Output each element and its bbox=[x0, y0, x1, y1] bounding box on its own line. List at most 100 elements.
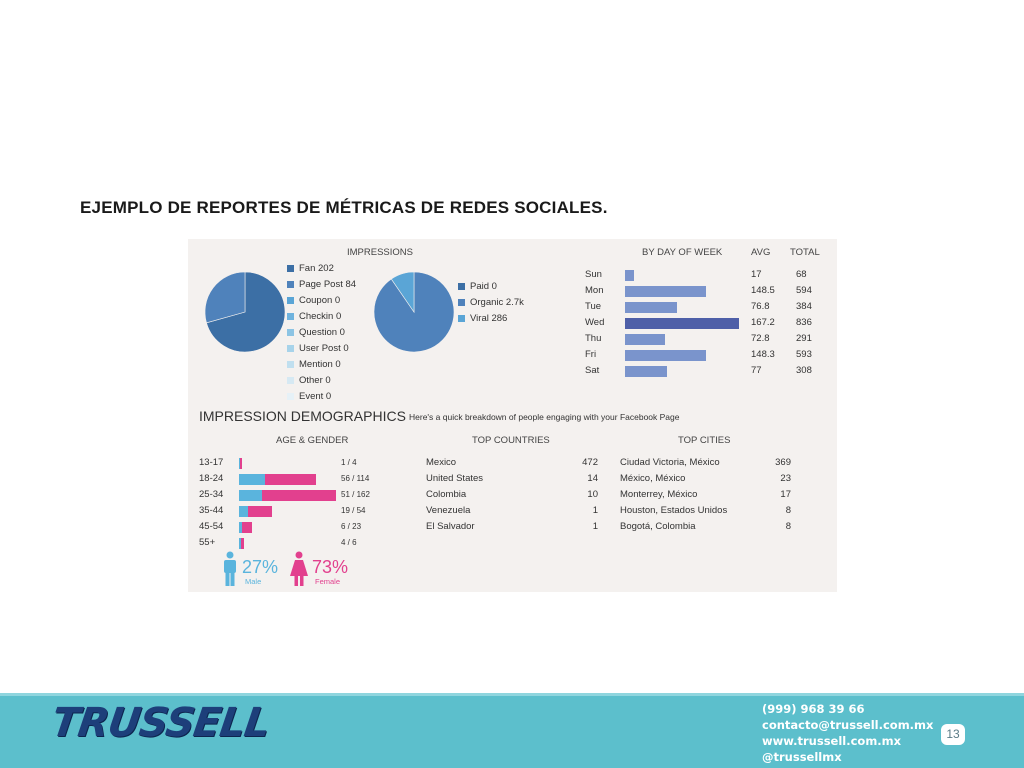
legend-swatch bbox=[458, 283, 465, 290]
age-label: 35-44 bbox=[199, 505, 224, 516]
day-label: Sat bbox=[585, 365, 600, 376]
day-avg: 17 bbox=[751, 269, 762, 280]
age-gender-count: 1 / 4 bbox=[341, 458, 357, 467]
city-name: México, México bbox=[620, 473, 686, 484]
day-avg: 76.8 bbox=[751, 301, 770, 312]
impressions-header: IMPRESSIONS bbox=[347, 247, 413, 258]
contact-phone: (999) 968 39 66 bbox=[762, 702, 865, 716]
legend-swatch bbox=[287, 297, 294, 304]
top-countries-header: TOP COUNTRIES bbox=[472, 435, 550, 446]
day-avg: 148.5 bbox=[751, 285, 775, 296]
age-gender-count: 4 / 6 bbox=[341, 538, 357, 547]
country-name: El Salvador bbox=[426, 521, 475, 532]
age-gender-count: 56 / 114 bbox=[341, 474, 370, 483]
age-gender-header: AGE & GENDER bbox=[276, 435, 349, 446]
country-value: 14 bbox=[587, 473, 598, 484]
city-value: 369 bbox=[775, 457, 791, 468]
male-percent: 27% bbox=[242, 557, 279, 577]
day-label: Wed bbox=[585, 317, 605, 328]
day-total: 593 bbox=[796, 349, 812, 360]
pie-slice bbox=[390, 271, 415, 313]
city-name: Bogotá, Colombia bbox=[620, 521, 696, 532]
female-bar bbox=[247, 506, 273, 517]
city-value: 8 bbox=[785, 505, 791, 516]
female-label: Female bbox=[315, 577, 341, 586]
legend-label: Page Post 84 bbox=[299, 279, 357, 290]
legend-swatch bbox=[287, 345, 294, 352]
city-name: Houston, Estados Unidos bbox=[620, 505, 728, 516]
day-total: 308 bbox=[796, 365, 812, 376]
day-bar bbox=[625, 334, 665, 345]
city-name: Monterrey, México bbox=[620, 489, 698, 500]
country-name: Colombia bbox=[426, 489, 467, 500]
country-value: 1 bbox=[592, 521, 598, 532]
pie-chart-impression-sources bbox=[373, 271, 455, 353]
legend-label: Other 0 bbox=[299, 375, 331, 386]
day-bar bbox=[625, 350, 706, 361]
country-name: United States bbox=[426, 473, 484, 484]
legend-label: Fan 202 bbox=[299, 263, 334, 274]
contact-website: www.trussell.com.mx bbox=[762, 734, 902, 748]
age-label: 13-17 bbox=[199, 457, 224, 468]
legend-swatch bbox=[287, 313, 294, 320]
legend-label: Coupon 0 bbox=[299, 295, 341, 306]
country-value: 1 bbox=[592, 505, 598, 516]
footer-bar bbox=[0, 693, 1024, 768]
legend-label: Mention 0 bbox=[299, 359, 341, 370]
day-bar bbox=[625, 318, 739, 329]
female-bar bbox=[262, 490, 336, 501]
city-value: 8 bbox=[785, 521, 791, 532]
day-bar bbox=[625, 366, 667, 377]
male-bar bbox=[239, 522, 242, 533]
city-value: 17 bbox=[780, 489, 791, 500]
legend-swatch bbox=[287, 393, 294, 400]
female-bar bbox=[241, 522, 253, 533]
day-total: 384 bbox=[796, 301, 812, 312]
age-label: 25-34 bbox=[199, 489, 224, 500]
legend-label: Question 0 bbox=[299, 327, 345, 338]
day-label: Thu bbox=[585, 333, 602, 344]
age-gender-count: 19 / 54 bbox=[341, 506, 366, 515]
legend-label: User Post 0 bbox=[299, 343, 349, 354]
day-avg: 77 bbox=[751, 365, 762, 376]
female-icon bbox=[290, 551, 308, 586]
day-total: 291 bbox=[796, 333, 812, 344]
male-bar bbox=[239, 506, 248, 517]
day-avg: 72.8 bbox=[751, 333, 770, 344]
day-total: 836 bbox=[796, 317, 812, 328]
trussell-logo: TRUSSELL bbox=[48, 700, 273, 746]
country-value: 10 bbox=[587, 489, 598, 500]
male-icon bbox=[224, 551, 236, 586]
legend-label: Paid 0 bbox=[470, 281, 497, 292]
pie-chart-impression-types bbox=[204, 271, 286, 353]
day-label: Mon bbox=[585, 285, 604, 296]
age-label: 18-24 bbox=[199, 473, 224, 484]
male-bar bbox=[239, 490, 263, 501]
demographics-subtitle: Here's a quick breakdown of people engag… bbox=[409, 412, 680, 422]
day-label: Sun bbox=[585, 269, 602, 280]
legend-swatch bbox=[287, 281, 294, 288]
male-label: Male bbox=[245, 577, 262, 586]
age-label: 55+ bbox=[199, 537, 216, 548]
country-name: Venezuela bbox=[426, 505, 471, 516]
female-bar bbox=[240, 458, 242, 469]
legend-label: Viral 286 bbox=[470, 313, 508, 324]
day-bar bbox=[625, 270, 634, 281]
legend-label: Checkin 0 bbox=[299, 311, 342, 322]
slide-title: EJEMPLO DE REPORTES DE MÉTRICAS DE REDES… bbox=[80, 198, 608, 217]
day-bar bbox=[625, 286, 706, 297]
age-gender-count: 6 / 23 bbox=[341, 522, 362, 531]
male-bar bbox=[239, 474, 265, 485]
legend-swatch bbox=[458, 299, 465, 306]
legend-swatch bbox=[287, 377, 294, 384]
pie-slice bbox=[204, 271, 246, 324]
legend-swatch bbox=[287, 329, 294, 336]
page-number-badge: 13 bbox=[941, 724, 965, 745]
impressions-pies bbox=[204, 271, 455, 353]
contact-email: contacto@trussell.com.mx bbox=[762, 718, 934, 732]
top-cities-header: TOP CITIES bbox=[678, 435, 731, 446]
legend-label: Event 0 bbox=[299, 391, 332, 402]
day-total: 68 bbox=[796, 269, 807, 280]
female-bar bbox=[240, 538, 244, 549]
